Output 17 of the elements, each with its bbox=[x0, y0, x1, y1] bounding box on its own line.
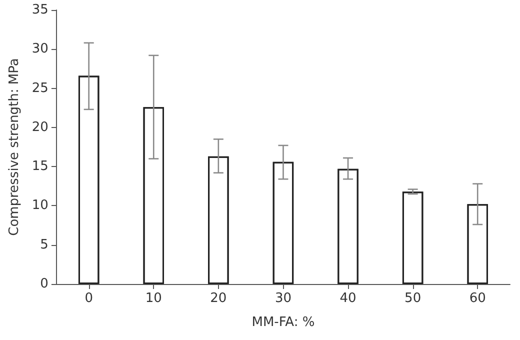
y-tick-label: 30 bbox=[32, 42, 48, 57]
y-tick-label: 5 bbox=[40, 237, 48, 252]
x-tick-label: 20 bbox=[210, 291, 227, 306]
y-tick-label: 35 bbox=[32, 2, 48, 18]
y-tick-label: 25 bbox=[32, 80, 48, 96]
y-tick-label: 15 bbox=[32, 159, 48, 174]
x-axis-title: MM-FA: % bbox=[252, 315, 315, 330]
y-tick-label: 0 bbox=[40, 276, 48, 292]
x-tick-label: 30 bbox=[274, 291, 292, 306]
x-tick-label: 10 bbox=[145, 291, 162, 306]
x-tick-label: 40 bbox=[340, 291, 356, 306]
y-tick-label: 10 bbox=[32, 198, 48, 214]
x-tick-label: 50 bbox=[404, 291, 422, 306]
y-axis-title: Compressive strength: MPa bbox=[7, 58, 22, 236]
y-tick-label: 20 bbox=[32, 120, 48, 135]
x-tick-label: 60 bbox=[469, 291, 486, 306]
x-tick-label: 0 bbox=[84, 291, 93, 306]
